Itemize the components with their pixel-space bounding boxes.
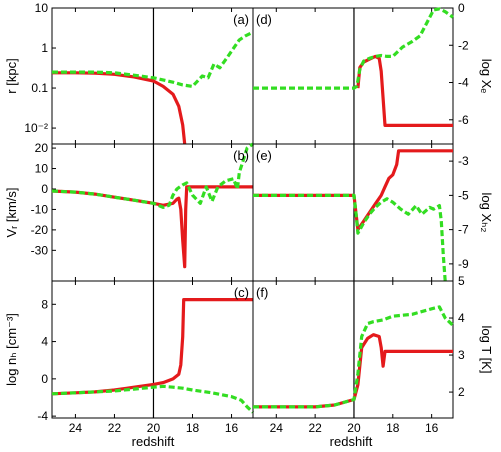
x-tick-label: 20 — [347, 421, 361, 435]
y-tick-label: -9 — [458, 257, 469, 271]
panel-c: 8 4 0 -4 24 22 20 18 16 (c) log nₕ [cm⁻³] — [4, 280, 255, 435]
panel-a: 10 1 0.1 10⁻² (a) r [kpc] — [4, 1, 254, 145]
x-axis-label-left: redshift — [132, 434, 175, 449]
panel-f: 5 4 3 2 24 22 20 18 16 (f) log T [K] — [252, 274, 494, 435]
y-tick-label: 8 — [41, 297, 48, 311]
green-series-line — [52, 30, 254, 88]
panel-label: (b) — [233, 148, 249, 163]
red-series-line — [253, 149, 453, 232]
y-tick-label: 0.1 — [31, 81, 48, 95]
panel-label: (a) — [233, 12, 249, 27]
y-tick-label: 0 — [41, 182, 48, 196]
x-tick-label: 24 — [270, 421, 284, 435]
y-tick-label: 10 — [35, 162, 49, 176]
y-tick-label: 0 — [41, 372, 48, 386]
x-tick-label: 20 — [147, 421, 161, 435]
y-tick-label: 4 — [458, 311, 465, 325]
red-series-line — [51, 185, 253, 269]
y-axis-label: log Xₕ₂ — [479, 193, 494, 233]
y-tick-label: -30 — [31, 243, 49, 257]
panel-label: (f) — [256, 285, 268, 300]
panel-b: 20 10 0 -10 -20 -30 (b) Vᵣ [km/s] — [4, 141, 254, 282]
red-series-line — [51, 298, 253, 396]
x-tick-label: 16 — [425, 421, 439, 435]
y-tick-label: -3 — [458, 154, 469, 168]
y-tick-label: 10⁻² — [24, 121, 48, 135]
green-series-line — [51, 384, 255, 414]
panel-label: (d) — [256, 12, 272, 27]
y-axis-label: log T [K] — [479, 326, 494, 374]
x-tick-label: 22 — [108, 421, 122, 435]
panel-label: (c) — [234, 285, 249, 300]
y-tick-label: -5 — [458, 188, 469, 202]
y-tick-label: 0 — [458, 1, 465, 15]
x-tick-label: 18 — [386, 421, 400, 435]
y-tick-label: -4 — [37, 409, 48, 423]
green-series-line — [253, 193, 447, 282]
y-tick-label: -4 — [458, 76, 469, 90]
red-series-line — [253, 333, 453, 409]
y-tick-label: -10 — [31, 202, 49, 216]
green-series-line — [51, 142, 254, 209]
y-tick-label: 1 — [41, 41, 48, 55]
y-axis-label: log Xₑ — [479, 59, 494, 94]
y-tick-label: -2 — [458, 38, 469, 52]
x-axis-label-right: redshift — [330, 434, 373, 449]
panel-d: 0 -2 -4 -6 (d) log Xₑ — [252, 1, 494, 145]
y-axis-label: log nₕ [cm⁻³] — [4, 313, 19, 386]
red-series-line — [356, 54, 453, 127]
panel-frame — [51, 7, 254, 145]
y-tick-label: 5 — [458, 274, 465, 288]
y-axis-label: Vᵣ [km/s] — [4, 187, 19, 237]
y-tick-label: 2 — [458, 385, 465, 399]
green-series-line — [253, 7, 454, 90]
y-tick-label: 10 — [35, 1, 49, 15]
panel-frame — [51, 143, 254, 282]
red-series-line — [52, 71, 187, 145]
panel-label: (e) — [256, 148, 272, 163]
panel-frame — [252, 280, 454, 419]
x-tick-label: 16 — [225, 421, 239, 435]
panel-e: -3 -5 -7 -9 (e) log Xₕ₂ — [252, 143, 494, 282]
y-tick-label: 4 — [41, 335, 48, 349]
panel-frame — [51, 280, 254, 419]
x-tick-label: 22 — [308, 421, 322, 435]
y-axis-label: r [kpc] — [4, 58, 19, 93]
y-tick-label: 20 — [35, 141, 49, 155]
x-tick-label: 24 — [69, 421, 83, 435]
y-tick-label: -6 — [458, 113, 469, 127]
y-tick-label: -20 — [31, 223, 49, 237]
x-tick-label: 18 — [186, 421, 200, 435]
y-tick-label: 3 — [458, 348, 465, 362]
y-tick-label: -7 — [458, 223, 469, 237]
green-series-line — [253, 305, 455, 409]
